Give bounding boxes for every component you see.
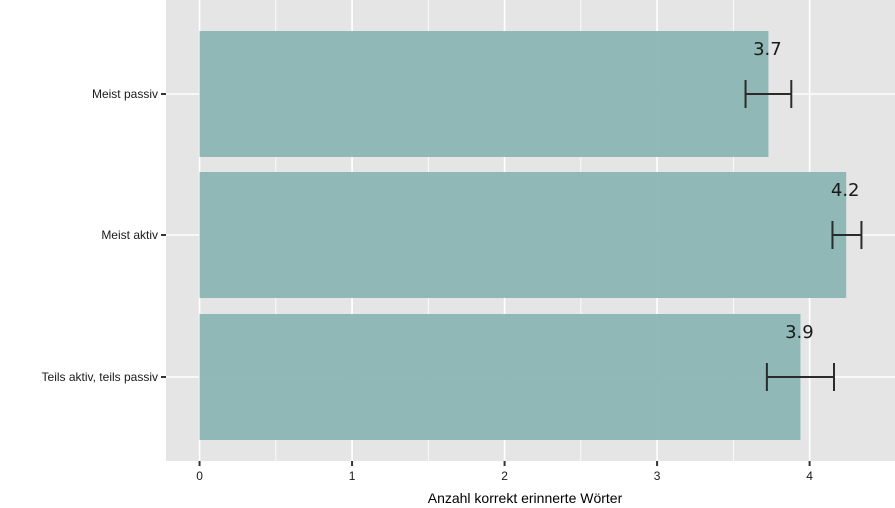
y-axis: Meist passiv Meist aktiv Teils aktiv, teil… bbox=[42, 87, 166, 384]
x-tick-label: 1 bbox=[349, 469, 356, 483]
data-label: 4.2 bbox=[831, 180, 860, 201]
bar bbox=[199, 31, 769, 157]
value-labels: 3.7 4.2 3.9 bbox=[753, 39, 859, 343]
x-tick-label: 4 bbox=[806, 469, 813, 483]
bars bbox=[199, 31, 847, 440]
bar bbox=[199, 314, 801, 440]
y-tick-label: Meist passiv bbox=[92, 87, 158, 101]
error-bars bbox=[744, 80, 863, 391]
data-label: 3.7 bbox=[753, 39, 782, 60]
x-tick-label: 3 bbox=[654, 469, 661, 483]
x-tick-label: 0 bbox=[196, 469, 203, 483]
x-tick-label: 2 bbox=[501, 469, 508, 483]
x-axis: 0 1 2 3 4 bbox=[196, 461, 813, 483]
data-label: 3.9 bbox=[785, 322, 814, 343]
y-tick-label: Teils aktiv, teils passiv bbox=[42, 370, 158, 384]
x-axis-title: Anzahl korrekt erinnerte Wörter bbox=[428, 490, 623, 506]
y-tick-label: Meist aktiv bbox=[101, 228, 158, 242]
bar bbox=[199, 172, 847, 298]
